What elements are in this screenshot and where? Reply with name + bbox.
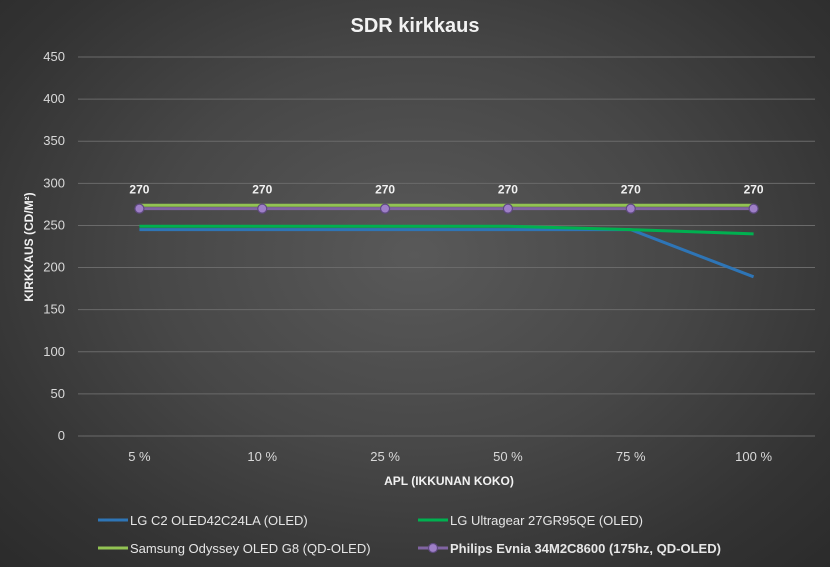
y-tick-label: 200 xyxy=(43,260,65,275)
data-label: 270 xyxy=(744,183,764,197)
legend-label: Philips Evnia 34M2C8600 (175hz, QD-OLED) xyxy=(450,541,721,556)
data-point xyxy=(748,203,759,214)
data-label: 270 xyxy=(498,183,518,197)
data-point xyxy=(257,203,268,214)
x-tick-label: 50 % xyxy=(493,449,523,464)
y-axis-ticks: 0 50 100 150 200 250 300 350 400 450 xyxy=(43,49,65,443)
y-tick-label: 350 xyxy=(43,133,65,148)
legend-label: LG Ultragear 27GR95QE (OLED) xyxy=(450,513,643,528)
y-tick-label: 250 xyxy=(43,217,65,232)
legend: LG C2 OLED42C24LA (OLED) LG Ultragear 27G… xyxy=(98,513,721,556)
series-line xyxy=(139,228,755,279)
data-label: 270 xyxy=(621,183,641,197)
data-labels: 270 270 270 270 270 270 xyxy=(129,183,764,197)
y-tick-label: 150 xyxy=(43,302,65,317)
legend-label: Samsung Odyssey OLED G8 (QD-OLED) xyxy=(130,541,371,556)
y-tick-label: 0 xyxy=(58,428,65,443)
data-point xyxy=(134,203,145,214)
legend-label: LG C2 OLED42C24LA (OLED) xyxy=(130,513,308,528)
data-label: 270 xyxy=(129,183,149,197)
data-point xyxy=(502,203,514,214)
grid xyxy=(78,56,815,437)
data-label: 270 xyxy=(252,183,272,197)
legend-marker xyxy=(427,542,439,554)
chart-title: SDR kirkkaus xyxy=(351,15,480,37)
y-tick-label: 100 xyxy=(43,344,65,359)
data-point xyxy=(625,203,636,214)
x-tick-label: 75 % xyxy=(616,449,646,464)
series-line xyxy=(139,224,754,236)
data-label: 270 xyxy=(375,183,395,197)
data-point xyxy=(379,203,391,214)
y-tick-label: 400 xyxy=(43,91,65,106)
series-group xyxy=(134,203,759,279)
x-tick-label: 100 % xyxy=(735,449,772,464)
y-tick-label: 300 xyxy=(43,175,65,190)
x-tick-label: 5 % xyxy=(128,449,151,464)
y-axis-title: KIRKKAUS (CD/M²) xyxy=(22,192,36,301)
x-tick-label: 25 % xyxy=(370,449,400,464)
x-tick-label: 10 % xyxy=(247,449,277,464)
x-axis-title: APL (IKKUNAN KOKO) xyxy=(384,474,514,488)
x-axis-ticks: 5 % 10 % 25 % 50 % 75 % 100 % xyxy=(128,449,772,464)
y-tick-label: 450 xyxy=(43,49,65,64)
y-tick-label: 50 xyxy=(51,386,65,401)
